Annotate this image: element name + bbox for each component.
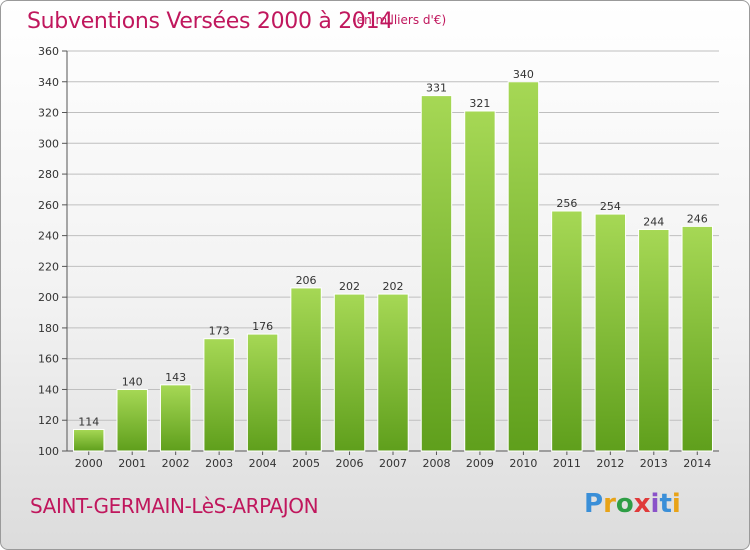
value-label-2012: 254 [600,200,621,213]
chart-title: Subventions Versées 2000 à 2014 [27,9,394,34]
y-tick-label: 300 [38,137,59,150]
value-label-2004: 176 [252,320,273,333]
y-tick-label: 140 [38,383,59,396]
y-tick-label: 160 [38,353,59,366]
y-tick-label: 280 [38,168,59,181]
x-tick-label-2008: 2008 [422,457,450,470]
bar-2008 [420,95,453,452]
value-label-2002: 143 [165,371,186,384]
x-tick-label-2004: 2004 [249,457,277,470]
y-tick-label: 100 [38,445,59,458]
commune-name: SAINT-GERMAIN-LèS-ARPAJON [30,494,319,518]
value-label-2006: 202 [339,280,360,293]
x-tick-label-2005: 2005 [292,457,320,470]
y-tick-label: 260 [38,199,59,212]
bar-2014 [681,225,713,452]
bar-2007 [377,293,409,452]
bar-2001 [116,388,148,452]
bar-2011 [551,210,583,452]
bar-2012 [594,213,627,452]
bars [73,81,713,452]
value-label-2000: 114 [78,415,99,428]
bar-2004 [246,333,279,452]
y-tick-label: 240 [38,230,59,243]
x-tick-label-2013: 2013 [640,457,668,470]
x-tick-label-2000: 2000 [75,457,103,470]
value-label-2008: 331 [426,82,447,95]
bar-2003 [203,338,235,452]
x-tick-label-2014: 2014 [683,457,711,470]
y-tick-label: 220 [38,260,59,273]
x-tick-label-2006: 2006 [336,457,364,470]
x-tick-label-2001: 2001 [118,457,146,470]
x-tick-label-2011: 2011 [553,457,581,470]
y-tick-label: 120 [38,414,59,427]
bar-2010 [507,81,540,452]
value-label-2010: 340 [513,68,534,81]
proxiti-logo: Proxiti [584,489,681,519]
y-tick-label: 340 [38,76,59,89]
bar-2013 [638,228,670,452]
bar-2000 [73,428,105,452]
bar-2009 [464,110,496,452]
x-tick-label-2007: 2007 [379,457,407,470]
x-tick-label-2002: 2002 [162,457,190,470]
value-label-2005: 206 [296,274,317,287]
labels: 114 2000 140 2001 143 2002 173 2003 176 2004 206 20… [75,68,712,470]
value-label-2001: 140 [122,375,143,388]
value-label-2014: 246 [687,212,708,225]
x-tick-label-2003: 2003 [205,457,233,470]
x-tick-label-2009: 2009 [466,457,494,470]
x-tick-label-2010: 2010 [509,457,537,470]
value-label-2003: 173 [209,325,230,338]
value-label-2013: 244 [643,215,664,228]
value-label-2011: 256 [556,197,577,210]
value-label-2007: 202 [383,280,404,293]
bar-2006 [333,293,366,452]
unit-note: (en milliers d'€) [352,13,447,27]
x-tick-label-2012: 2012 [596,457,624,470]
y-tick-label: 360 [38,45,59,58]
value-label-2009: 321 [469,97,490,110]
bar-2005 [290,287,322,452]
y-tick-label: 320 [38,107,59,120]
bar-2002 [159,384,192,452]
y-tick-label: 200 [38,291,59,304]
y-tick-label: 180 [38,322,59,335]
